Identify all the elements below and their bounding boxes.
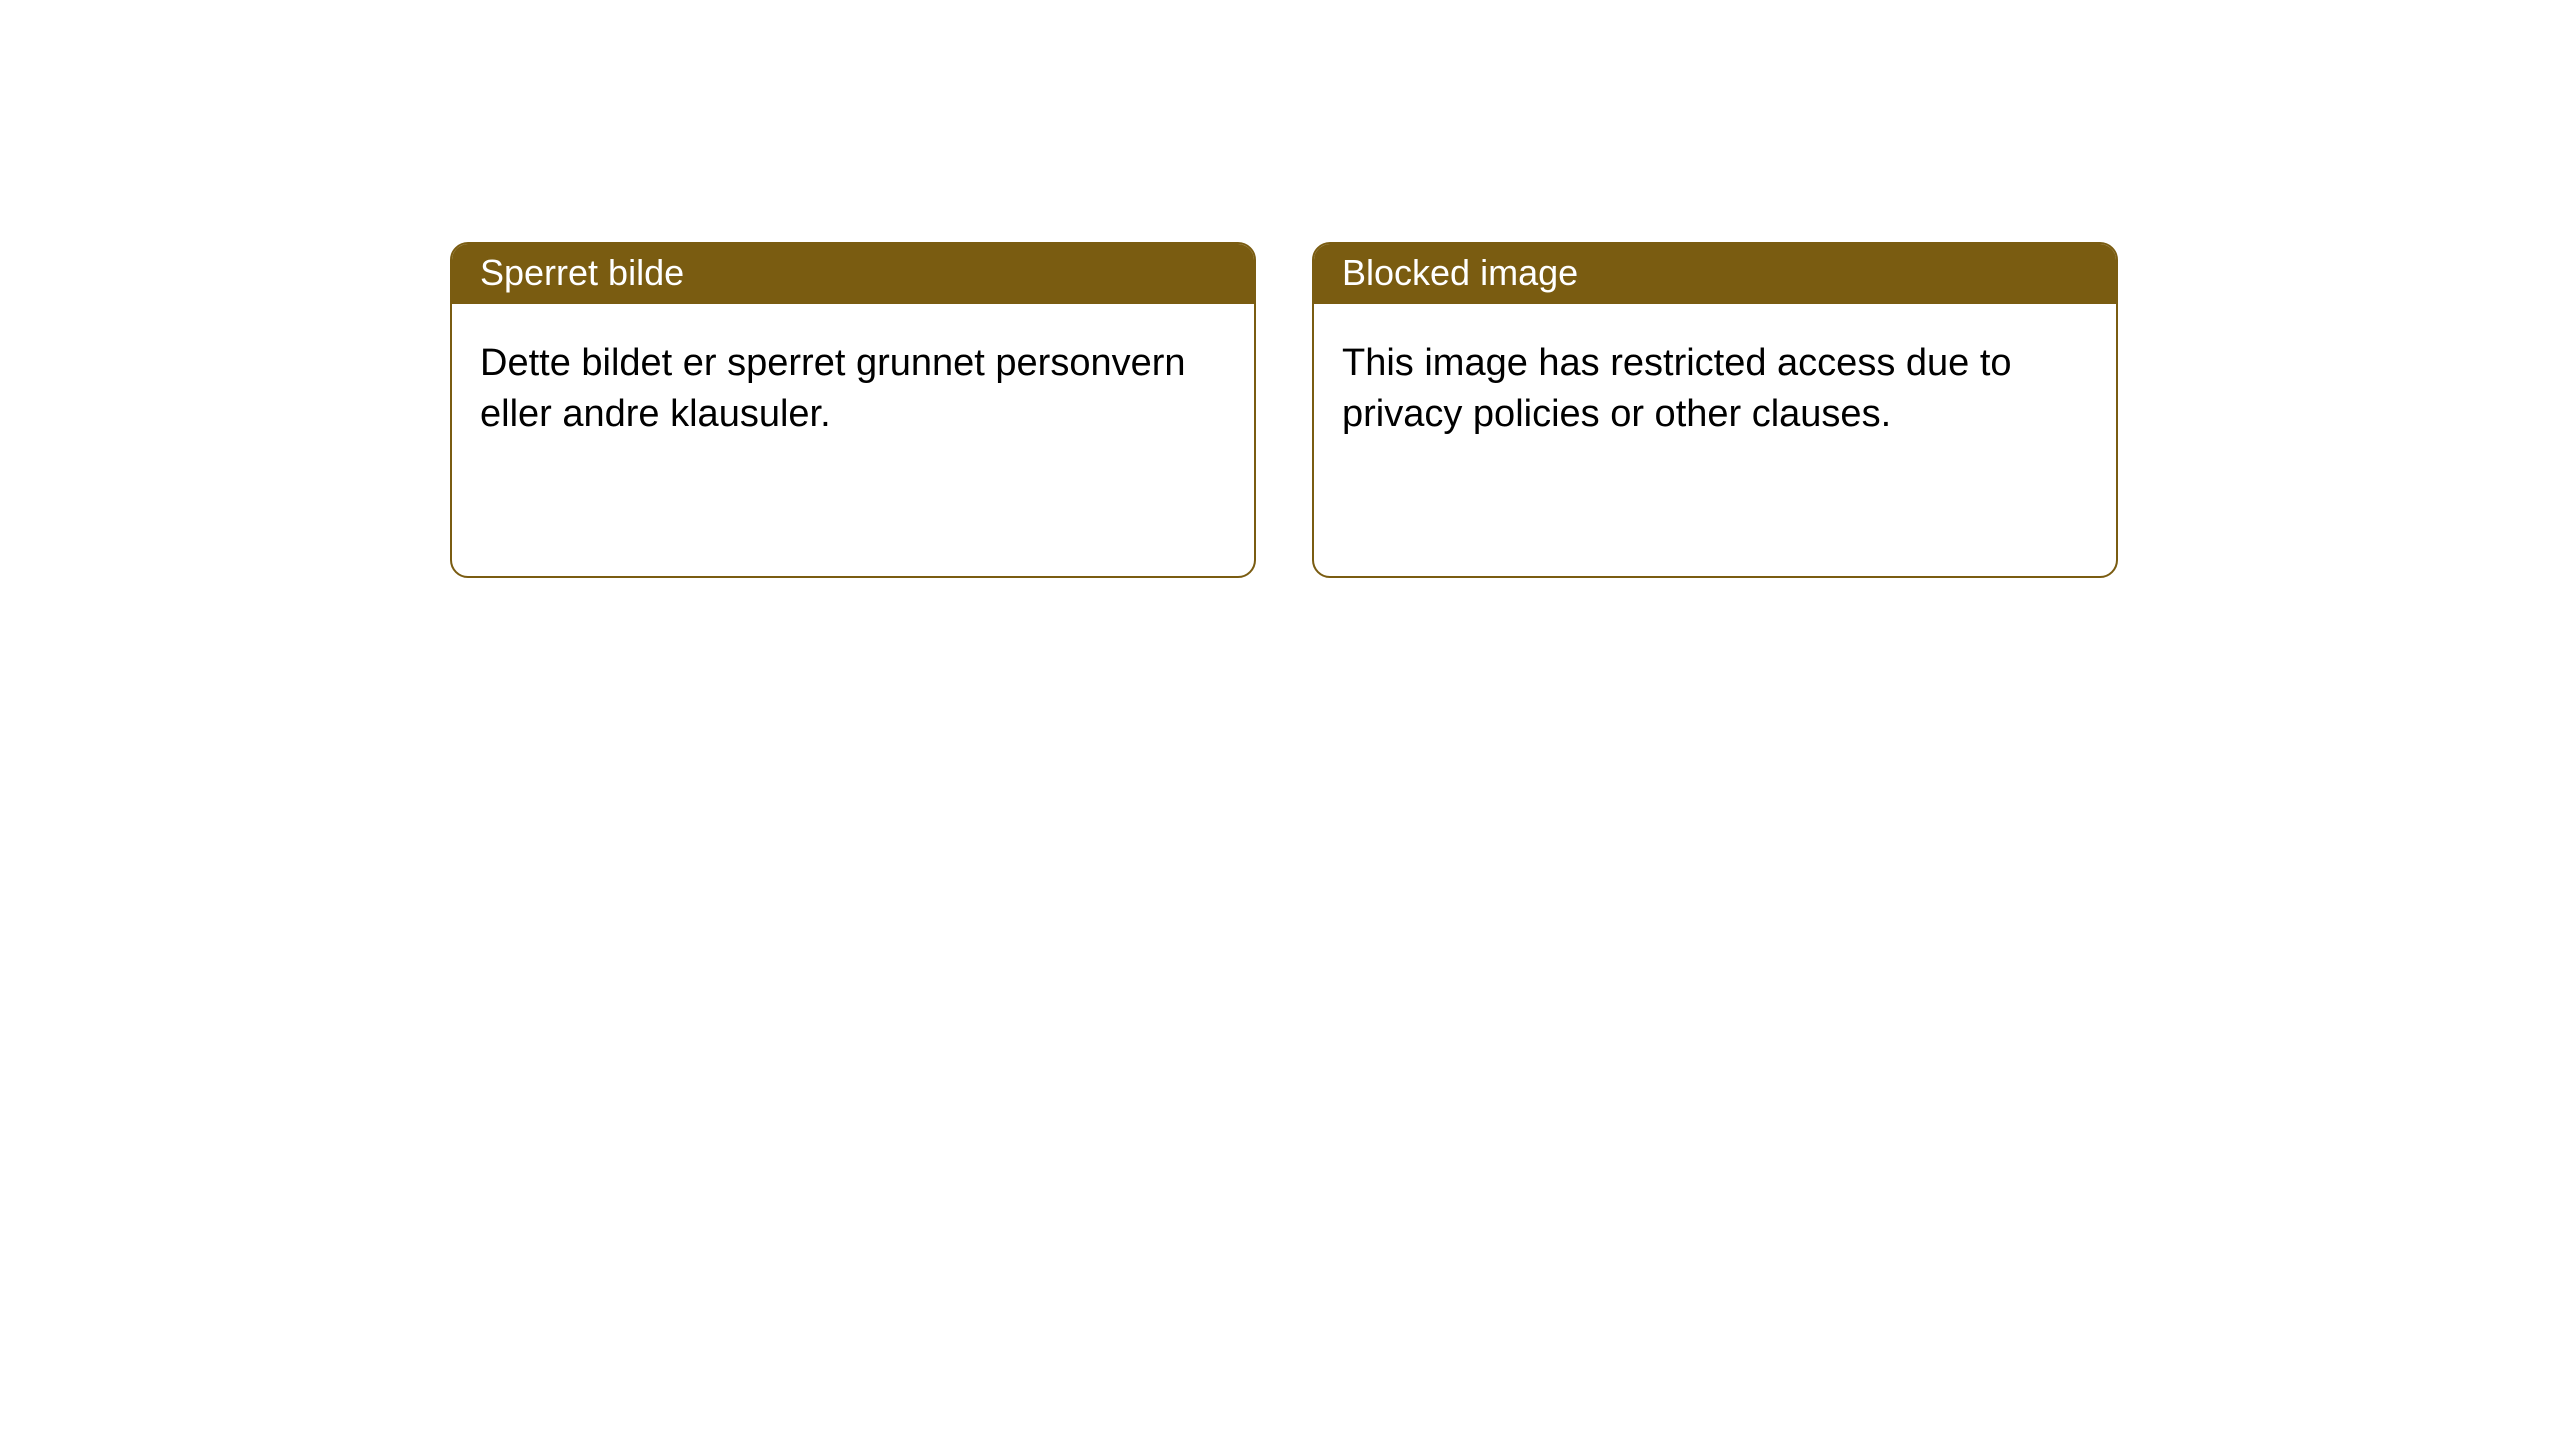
notice-header: Blocked image [1314, 244, 2116, 304]
notice-card-norwegian: Sperret bilde Dette bildet er sperret gr… [450, 242, 1256, 578]
notice-body: Dette bildet er sperret grunnet personve… [452, 304, 1254, 475]
notice-container: Sperret bilde Dette bildet er sperret gr… [0, 0, 2560, 578]
notice-card-english: Blocked image This image has restricted … [1312, 242, 2118, 578]
notice-header: Sperret bilde [452, 244, 1254, 304]
notice-body: This image has restricted access due to … [1314, 304, 2116, 475]
